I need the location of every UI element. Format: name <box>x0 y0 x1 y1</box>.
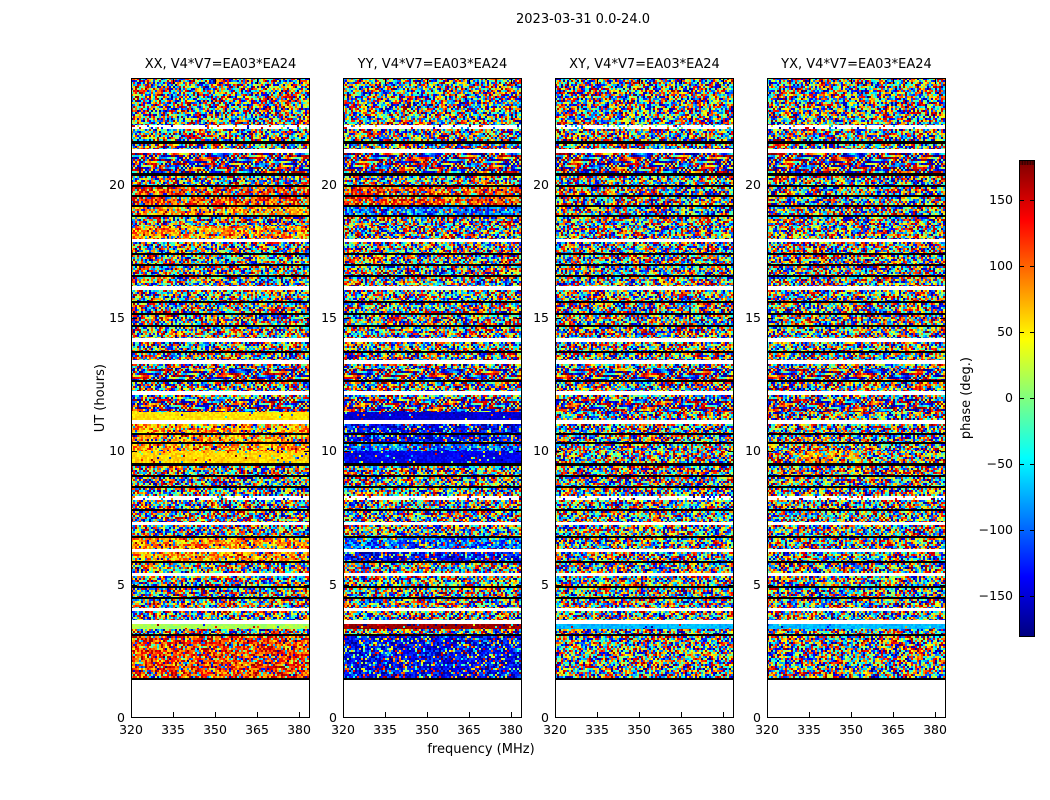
colorbar-tick-label: −100 <box>978 522 1013 538</box>
colorbar-tick-label: 0 <box>1005 390 1013 405</box>
colorbar-tick-label: 50 <box>997 323 1013 339</box>
y-axis-label-wrap: UT (hours) <box>90 78 110 718</box>
x-axis-label: frequency (MHz) <box>427 742 535 757</box>
x-tick-label: 365 <box>457 722 481 737</box>
y-tick-label: 0 <box>117 710 125 725</box>
y-tick-label: 15 <box>321 310 337 325</box>
y-tick-label: 15 <box>533 310 549 325</box>
y-tick-label: 0 <box>753 710 761 725</box>
y-tick-label: 10 <box>533 443 549 459</box>
x-tick-label: 380 <box>287 722 311 737</box>
x-tick-label: 350 <box>839 722 863 737</box>
y-tick-label: 20 <box>109 176 125 192</box>
y-tick-label: 20 <box>745 176 761 192</box>
panel-title-yy: YY, V4*V7=EA03*EA24 <box>357 57 508 72</box>
x-tick-label: 380 <box>711 722 735 737</box>
y-tick-label: 20 <box>533 176 549 192</box>
colorbar-tick-label: −50 <box>986 456 1013 472</box>
x-tick-label: 320 <box>755 722 779 737</box>
heatmap-canvas-yy <box>343 78 522 718</box>
y-tick-label: 15 <box>745 310 761 325</box>
panel-title-xy: XY, V4*V7=EA03*EA24 <box>569 57 720 72</box>
colorbar-canvas <box>1019 160 1035 637</box>
x-tick-label: 350 <box>415 722 439 737</box>
y-tick-label: 5 <box>117 576 125 592</box>
heatmap-canvas-xx <box>131 78 310 718</box>
y-tick-label: 5 <box>753 576 761 592</box>
y-tick-label: 5 <box>329 576 337 592</box>
x-tick-label: 365 <box>881 722 905 737</box>
x-tick-label: 350 <box>203 722 227 737</box>
panel-title-yx: YX, V4*V7=EA03*EA24 <box>781 57 932 72</box>
y-tick-label: 15 <box>109 310 125 325</box>
y-tick-label: 10 <box>109 443 125 459</box>
x-tick-label: 365 <box>245 722 269 737</box>
figure-title: 2023-03-31 0.0-24.0 <box>516 12 650 27</box>
x-tick-label: 320 <box>331 722 355 737</box>
x-tick-label: 320 <box>119 722 143 737</box>
x-tick-label: 335 <box>373 722 397 737</box>
x-tick-label: 380 <box>499 722 523 737</box>
x-tick-label: 365 <box>669 722 693 737</box>
colorbar-tick-label: 100 <box>989 257 1013 273</box>
colorbar-tick-label: 150 <box>989 191 1013 207</box>
y-axis-label: UT (hours) <box>92 363 108 433</box>
y-tick-label: 0 <box>541 710 549 725</box>
x-tick-label: 320 <box>543 722 567 737</box>
heatmap-canvas-yx <box>767 78 946 718</box>
y-tick-label: 0 <box>329 710 337 725</box>
x-tick-label: 380 <box>923 722 947 737</box>
colorbar-tick-label: −150 <box>978 588 1013 604</box>
y-tick-label: 5 <box>541 576 549 592</box>
heatmap-canvas-xy <box>555 78 734 718</box>
panel-title-xx: XX, V4*V7=EA03*EA24 <box>144 57 297 72</box>
x-tick-label: 350 <box>627 722 651 737</box>
y-tick-label: 20 <box>321 176 337 192</box>
y-tick-label: 10 <box>745 443 761 459</box>
x-tick-label: 335 <box>797 722 821 737</box>
x-tick-label: 335 <box>161 722 185 737</box>
y-tick-label: 10 <box>321 443 337 459</box>
x-tick-label: 335 <box>585 722 609 737</box>
